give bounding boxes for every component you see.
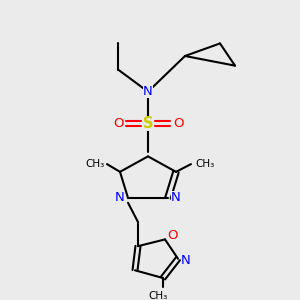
Text: CH₃: CH₃ bbox=[195, 159, 214, 169]
Text: N: N bbox=[115, 191, 125, 204]
Text: CH₃: CH₃ bbox=[148, 291, 168, 300]
Text: O: O bbox=[173, 117, 183, 130]
Text: O: O bbox=[168, 229, 178, 242]
Text: S: S bbox=[143, 116, 153, 131]
Text: O: O bbox=[113, 117, 123, 130]
Text: N: N bbox=[181, 254, 191, 267]
Text: N: N bbox=[171, 191, 181, 204]
Text: CH₃: CH₃ bbox=[85, 159, 105, 169]
Text: N: N bbox=[143, 85, 153, 98]
